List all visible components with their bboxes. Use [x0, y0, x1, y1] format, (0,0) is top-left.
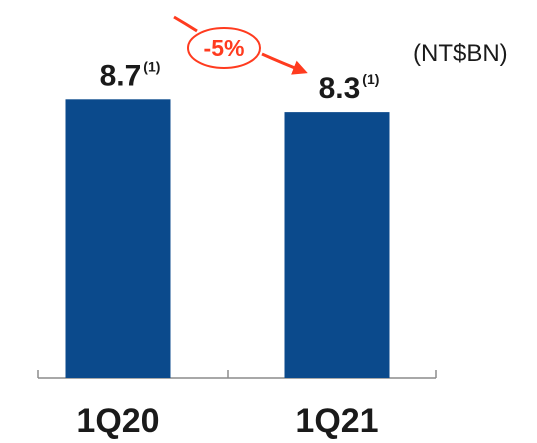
change-badge: -5% [188, 28, 260, 68]
bar-1q20 [65, 99, 171, 378]
change-ellipse [187, 27, 261, 69]
change-arrow-in [173, 15, 198, 33]
data-label-1q20: 8.7 (1) [100, 58, 161, 92]
bar-1q21 [284, 112, 390, 378]
data-label-1q21: 8.3 (1) [319, 71, 380, 105]
unit-label: (NT$BN) [413, 40, 508, 67]
change-arrow-out [261, 52, 308, 75]
category-label-1q21: 1Q21 [295, 402, 378, 440]
category-label-1q20: 1Q20 [76, 402, 159, 440]
change-percentage: -5% [203, 35, 245, 61]
